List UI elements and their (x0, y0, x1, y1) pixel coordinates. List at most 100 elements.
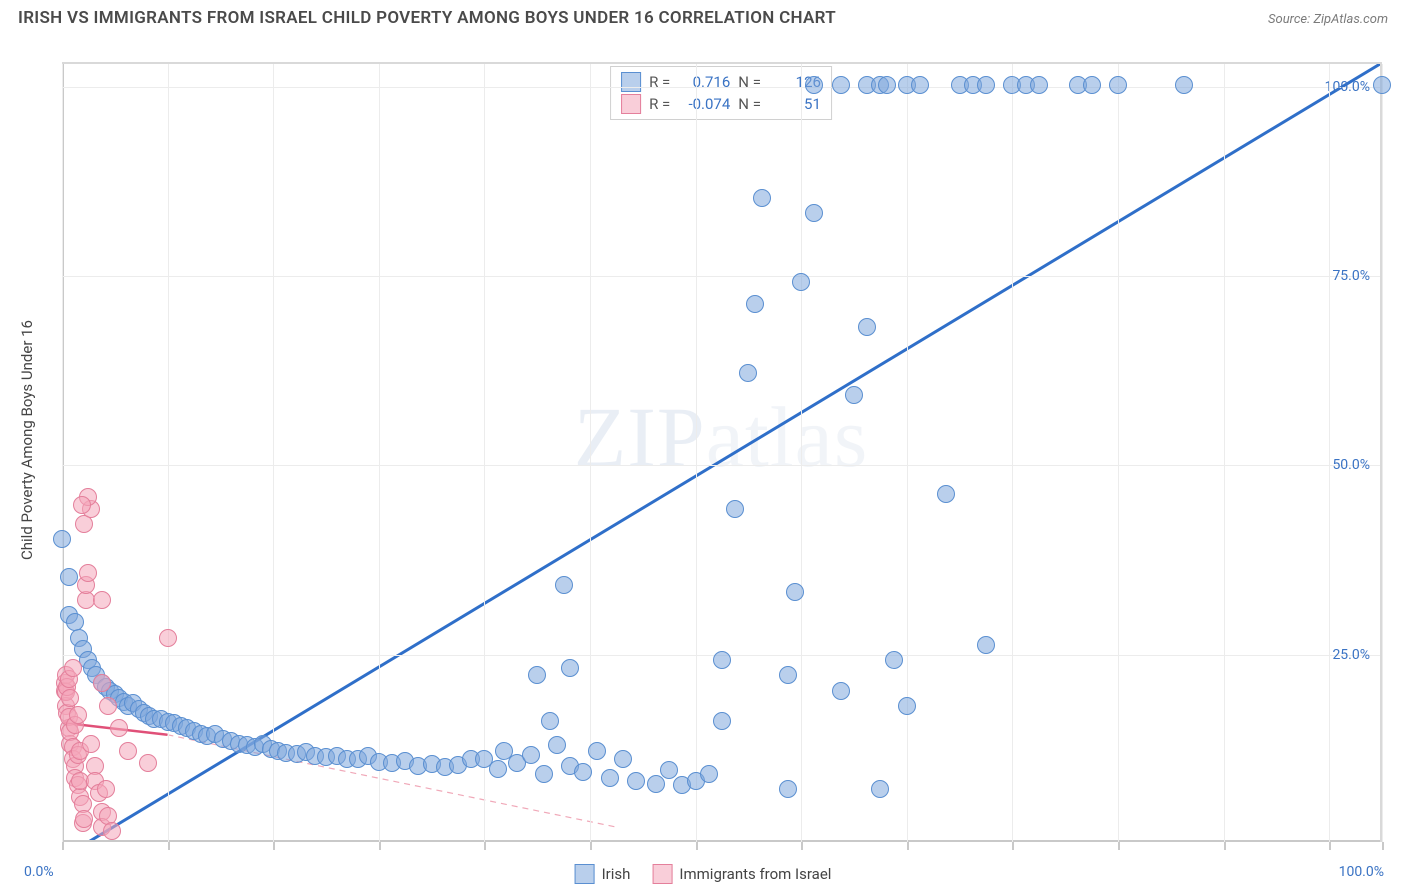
watermark-main: ZIP (574, 389, 706, 485)
watermark: ZIPatlas (574, 387, 869, 487)
source-prefix: Source: (1268, 12, 1313, 27)
data-point (779, 666, 797, 684)
x-tick (1012, 842, 1014, 850)
data-point (845, 386, 863, 404)
data-point (647, 775, 665, 793)
data-point (541, 712, 559, 730)
data-point (110, 719, 128, 737)
legend-item-israel: Immigrants from Israel (652, 864, 831, 884)
trend-line (88, 64, 1380, 842)
stat-n-label: N = (738, 73, 761, 91)
data-point (878, 76, 896, 94)
correlation-stats-box: R = 0.716 N = 126 R = -0.074 N = 51 (610, 66, 832, 120)
data-point (805, 76, 823, 94)
data-point (858, 318, 876, 336)
x-tick (590, 842, 592, 850)
y-tick-label: 75.0% (1332, 268, 1370, 284)
data-point (79, 564, 97, 582)
data-point (660, 761, 678, 779)
data-point (103, 822, 121, 840)
gridline-v (1118, 64, 1119, 842)
data-point (60, 568, 78, 586)
x-tick (1224, 842, 1226, 850)
x-tick (907, 842, 909, 850)
legend-label-israel: Immigrants from Israel (679, 865, 831, 883)
x-tick (1382, 842, 1384, 850)
stat-r-irish: 0.716 (678, 73, 730, 91)
data-point (885, 651, 903, 669)
stat-n-label: N = (738, 95, 761, 113)
data-point (746, 295, 764, 313)
gridline-v (1224, 64, 1225, 842)
legend-item-irish: Irish (575, 864, 631, 884)
data-point (1175, 76, 1193, 94)
gridline-v (907, 64, 908, 842)
stat-r-label: R = (649, 95, 670, 113)
data-point (977, 76, 995, 94)
x-tick (696, 842, 698, 850)
data-point (139, 754, 157, 772)
data-point (535, 765, 553, 783)
swatch-pink-icon (621, 94, 641, 114)
data-point (119, 742, 137, 760)
swatch-blue-icon (575, 864, 595, 884)
data-point (786, 583, 804, 601)
data-point (779, 780, 797, 798)
data-point (601, 769, 619, 787)
x-tick (484, 842, 486, 850)
data-point (937, 485, 955, 503)
stat-n-israel: 51 (769, 95, 821, 113)
data-point (911, 76, 929, 94)
data-point (792, 273, 810, 291)
gridline-v (484, 64, 485, 842)
data-point (977, 636, 995, 654)
gridline-v (273, 64, 274, 842)
scatter-plot: ZIPatlas R = 0.716 N = 126 R = -0.074 N … (62, 62, 1382, 842)
x-tick (1118, 842, 1120, 850)
x-tick (379, 842, 381, 850)
x-axis-max-label: 100.0% (1339, 864, 1384, 880)
data-point (489, 760, 507, 778)
data-point (93, 674, 111, 692)
data-point (739, 364, 757, 382)
data-point (99, 697, 117, 715)
stat-r-label: R = (649, 73, 670, 91)
legend-label-irish: Irish (602, 865, 631, 883)
data-point (832, 682, 850, 700)
swatch-blue-icon (621, 72, 641, 92)
data-point (871, 780, 889, 798)
source-name: ZipAtlas.com (1313, 12, 1388, 27)
x-tick (1329, 842, 1331, 850)
data-point (548, 736, 566, 754)
x-tick (273, 842, 275, 850)
x-tick (801, 842, 803, 850)
data-point (588, 742, 606, 760)
source-credit: Source: ZipAtlas.com (1268, 12, 1388, 27)
watermark-sub: atlas (706, 389, 869, 485)
data-point (561, 659, 579, 677)
gridline-v (1012, 64, 1013, 842)
data-point (574, 763, 592, 781)
data-point (53, 530, 71, 548)
data-point (61, 689, 79, 707)
data-point (93, 591, 111, 609)
data-point (75, 810, 93, 828)
data-point (713, 651, 731, 669)
data-point (726, 500, 744, 518)
data-point (528, 666, 546, 684)
data-point (713, 712, 731, 730)
data-point (555, 576, 573, 594)
y-tick-label: 100.0% (1325, 79, 1370, 95)
data-point (700, 765, 718, 783)
stat-r-israel: -0.074 (678, 95, 730, 113)
data-point (1083, 76, 1101, 94)
data-point (97, 780, 115, 798)
y-tick-label: 25.0% (1332, 647, 1370, 663)
data-point (832, 76, 850, 94)
swatch-pink-icon (652, 864, 672, 884)
gridline-h (62, 276, 1380, 277)
x-axis-min-label: 0.0% (24, 864, 54, 880)
chart-title: IRISH VS IMMIGRANTS FROM ISRAEL CHILD PO… (18, 8, 836, 28)
data-point (522, 746, 540, 764)
gridline-h (62, 465, 1380, 466)
